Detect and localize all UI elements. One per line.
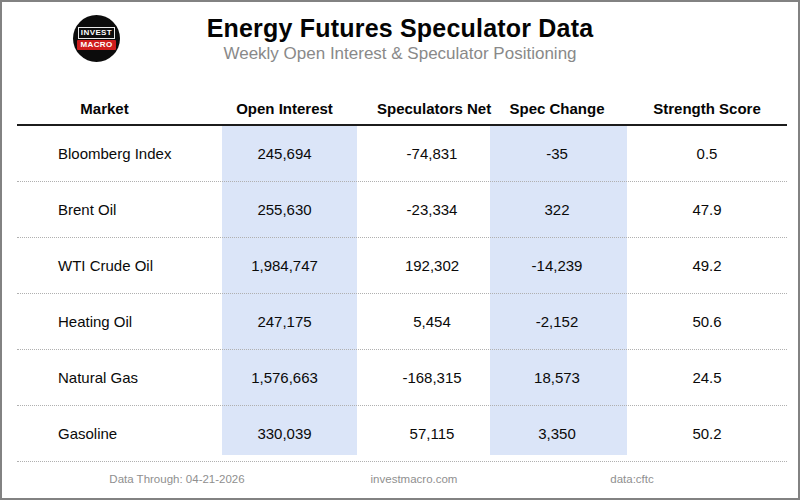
- value-cell: 50.2: [627, 425, 787, 442]
- value-cell: -74,831: [377, 145, 487, 162]
- value-cell: 47.9: [627, 201, 787, 218]
- market-cell: Heating Oil: [17, 313, 192, 330]
- table-row: Heating Oil247,1755,454-2,15250.6: [17, 294, 787, 350]
- value-cell: -14,239: [487, 257, 627, 274]
- website-label: investmacro.com: [371, 473, 458, 485]
- value-cell: 322: [487, 201, 627, 218]
- value-cell: 245,694: [192, 145, 377, 162]
- value-cell: -35: [487, 145, 627, 162]
- table-header-row: MarketOpen InterestSpeculators NetSpec C…: [17, 92, 787, 126]
- value-cell: 330,039: [192, 425, 377, 442]
- column-header-speculators-net: Speculators Net: [377, 100, 487, 117]
- value-cell: 247,175: [192, 313, 377, 330]
- table-row: Natural Gas1,576,663-168,31518,57324.5: [17, 350, 787, 406]
- market-cell: WTI Crude Oil: [17, 257, 192, 274]
- market-cell: Bloomberg Index: [17, 145, 192, 162]
- value-cell: 24.5: [627, 369, 787, 386]
- value-cell: 1,984,747: [192, 257, 377, 274]
- value-cell: 18,573: [487, 369, 627, 386]
- value-cell: 3,350: [487, 425, 627, 442]
- page-subtitle: Weekly Open Interest & Speculator Positi…: [2, 44, 798, 64]
- value-cell: 50.6: [627, 313, 787, 330]
- table-row: Gasoline330,03957,1153,35050.2: [17, 406, 787, 462]
- value-cell: 5,454: [377, 313, 487, 330]
- value-cell: 49.2: [627, 257, 787, 274]
- table-row: Bloomberg Index245,694-74,831-350.5: [17, 126, 787, 182]
- table-row: Brent Oil255,630-23,33432247.9: [17, 182, 787, 238]
- value-cell: -2,152: [487, 313, 627, 330]
- data-through-label: Data Through: 04-21-2026: [109, 473, 244, 485]
- market-cell: Brent Oil: [17, 201, 192, 218]
- value-cell: -23,334: [377, 201, 487, 218]
- value-cell: 255,630: [192, 201, 377, 218]
- infographic-canvas: INVEST MACRO Energy Futures Speculator D…: [0, 0, 800, 500]
- value-cell: 192,302: [377, 257, 487, 274]
- page-title: Energy Futures Speculator Data: [2, 14, 798, 43]
- market-cell: Gasoline: [17, 425, 192, 442]
- market-cell: Natural Gas: [17, 369, 192, 386]
- speculator-data-table: MarketOpen InterestSpeculators NetSpec C…: [17, 92, 787, 462]
- table-row: WTI Crude Oil1,984,747192,302-14,23949.2: [17, 238, 787, 294]
- table-body: Bloomberg Index245,694-74,831-350.5Brent…: [17, 126, 787, 462]
- value-cell: -168,315: [377, 369, 487, 386]
- column-header-market: Market: [17, 100, 192, 117]
- value-cell: 0.5: [627, 145, 787, 162]
- value-cell: 57,115: [377, 425, 487, 442]
- column-header-strength-score: Strength Score: [627, 100, 787, 117]
- column-header-spec-change: Spec Change: [487, 100, 627, 117]
- value-cell: 1,576,663: [192, 369, 377, 386]
- column-header-open-interest: Open Interest: [192, 100, 377, 117]
- data-source-label: data:cftc: [610, 473, 653, 485]
